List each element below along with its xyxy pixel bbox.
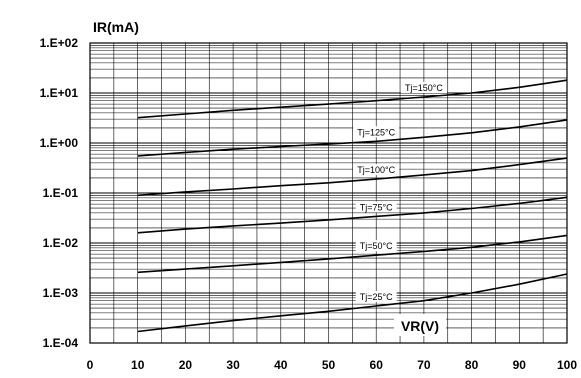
series-label: Tj=75°C [360,202,393,212]
plot-frame [89,42,568,344]
grid [90,43,567,343]
series-label: Tj=50°C [360,241,393,251]
y-tick-label: 1.E-02 [43,236,79,250]
series-label: Tj=150°C [405,83,443,93]
x-tick-label: 80 [465,358,479,372]
series-label-background [355,240,397,252]
y-tick-label: 1.E+02 [40,36,79,50]
x-tick-label: 50 [322,358,336,372]
series-line [137,79,568,119]
y-tick-label: 1.E+01 [40,86,79,100]
series-label-background [353,164,400,176]
x-axis-title: VR(V) [401,318,439,334]
x-tick-label: 30 [226,358,240,372]
x-tick-label: 10 [131,358,145,372]
y-axis-title: IR(mA) [93,19,139,35]
series-line [137,273,568,333]
series-line [137,234,568,274]
x-tick-label: 60 [370,358,384,372]
y-tick-label: 1.E+00 [40,136,79,150]
x-axis-title-box [394,314,446,336]
x-tick-label: 20 [179,358,193,372]
series-label-background [355,290,397,302]
x-tick-label: 100 [557,358,577,372]
x-tick-label: 70 [417,358,431,372]
y-tick-label: 1.E-03 [43,286,79,300]
x-tick-label: 90 [513,358,527,372]
curves: Tj=150°C Tj=125°C Tj=100°C Tj=75°C Tj=50°C Tj… [137,79,568,333]
y-tick-label: 1.E-04 [43,336,79,350]
series-line [137,157,568,197]
x-tick-label: 40 [274,358,288,372]
series-label-background [400,82,447,94]
series-line [137,119,568,157]
tick-labels: 0 10 20 30 40 50 60 70 80 90 100 1.E-04 1.E-03 1.E-02… [40,36,578,372]
series-label: Tj=25°C [360,292,393,302]
series-label-background [353,126,400,138]
x-tick-label: 0 [87,358,94,372]
series-label: Tj=100°C [357,165,395,175]
y-tick-label: 1.E-01 [43,186,79,200]
series-label-background [355,201,397,213]
series-label: Tj=125°C [357,127,395,137]
series-line [137,196,568,234]
